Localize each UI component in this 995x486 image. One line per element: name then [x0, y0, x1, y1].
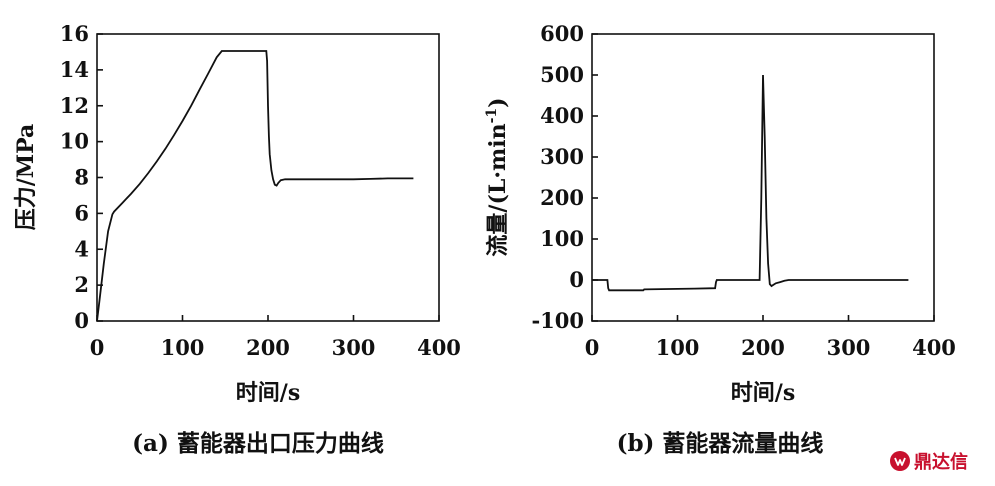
chart-a-ylabel: 压力/MPa — [13, 124, 39, 231]
chart-b-ylabel-sup: -1 — [484, 108, 500, 124]
b-ytick-label: 500 — [540, 62, 584, 87]
a-ytick-label: 14 — [60, 57, 89, 82]
b-xtick-label: 400 — [912, 335, 956, 360]
b-xtick-label: 100 — [656, 335, 700, 360]
b-xtick-label: 200 — [741, 335, 785, 360]
chart-a-pressure: 0 100 200 300 400 0 2 4 6 8 10 12 14 16 时间/s 压力/MPa (… — [13, 21, 461, 457]
a-xtick-label: 100 — [161, 335, 205, 360]
b-ytick-label: 400 — [540, 103, 584, 128]
b-ytick-label: -100 — [531, 308, 584, 333]
chart-b-plot-frame — [591, 33, 935, 322]
a-xtick-label: 200 — [246, 335, 290, 360]
a-ytick-label: 4 — [74, 236, 89, 261]
chart-a-caption: (a) 蓄能器出口压力曲线 — [132, 430, 384, 457]
a-ytick-label: 12 — [60, 93, 89, 118]
watermark: 鼎达信 — [890, 451, 968, 473]
a-ytick-label: 10 — [60, 129, 89, 154]
b-ytick-label: 100 — [540, 226, 584, 251]
chart-b-caption: (b) 蓄能器流量曲线 — [617, 430, 824, 457]
b-ytick-label: 600 — [540, 21, 584, 46]
logo-mark-icon — [890, 451, 910, 471]
b-ytick-label: 0 — [569, 267, 584, 292]
b-xtick-label: 300 — [827, 335, 871, 360]
chart-b-xlabel: 时间/s — [731, 380, 795, 406]
chart-a-series-line — [96, 50, 414, 322]
a-ytick-label: 2 — [74, 272, 89, 297]
a-ytick-label: 16 — [60, 21, 89, 46]
b-ytick-label: 300 — [540, 144, 584, 169]
b-ytick-label: 200 — [540, 185, 584, 210]
watermark-text: 鼎达信 — [914, 451, 968, 473]
a-xtick-label: 0 — [90, 335, 105, 360]
chart-a-plot-frame — [96, 33, 440, 322]
chart-b-ylabel-end: ) — [485, 97, 511, 107]
chart-b-ylabel-main: 流量/(L·min — [485, 123, 511, 256]
a-xtick-label: 300 — [332, 335, 376, 360]
b-xtick-label: 0 — [585, 335, 600, 360]
chart-b-ylabel: 流量/(L·min-1) — [484, 97, 511, 256]
a-ytick-label: 8 — [74, 165, 89, 190]
a-ytick-label: 0 — [74, 308, 89, 333]
chart-b-series-line — [592, 74, 909, 292]
a-ytick-label: 6 — [74, 200, 89, 225]
chart-a-xlabel: 时间/s — [236, 380, 300, 406]
a-xtick-label: 400 — [417, 335, 461, 360]
